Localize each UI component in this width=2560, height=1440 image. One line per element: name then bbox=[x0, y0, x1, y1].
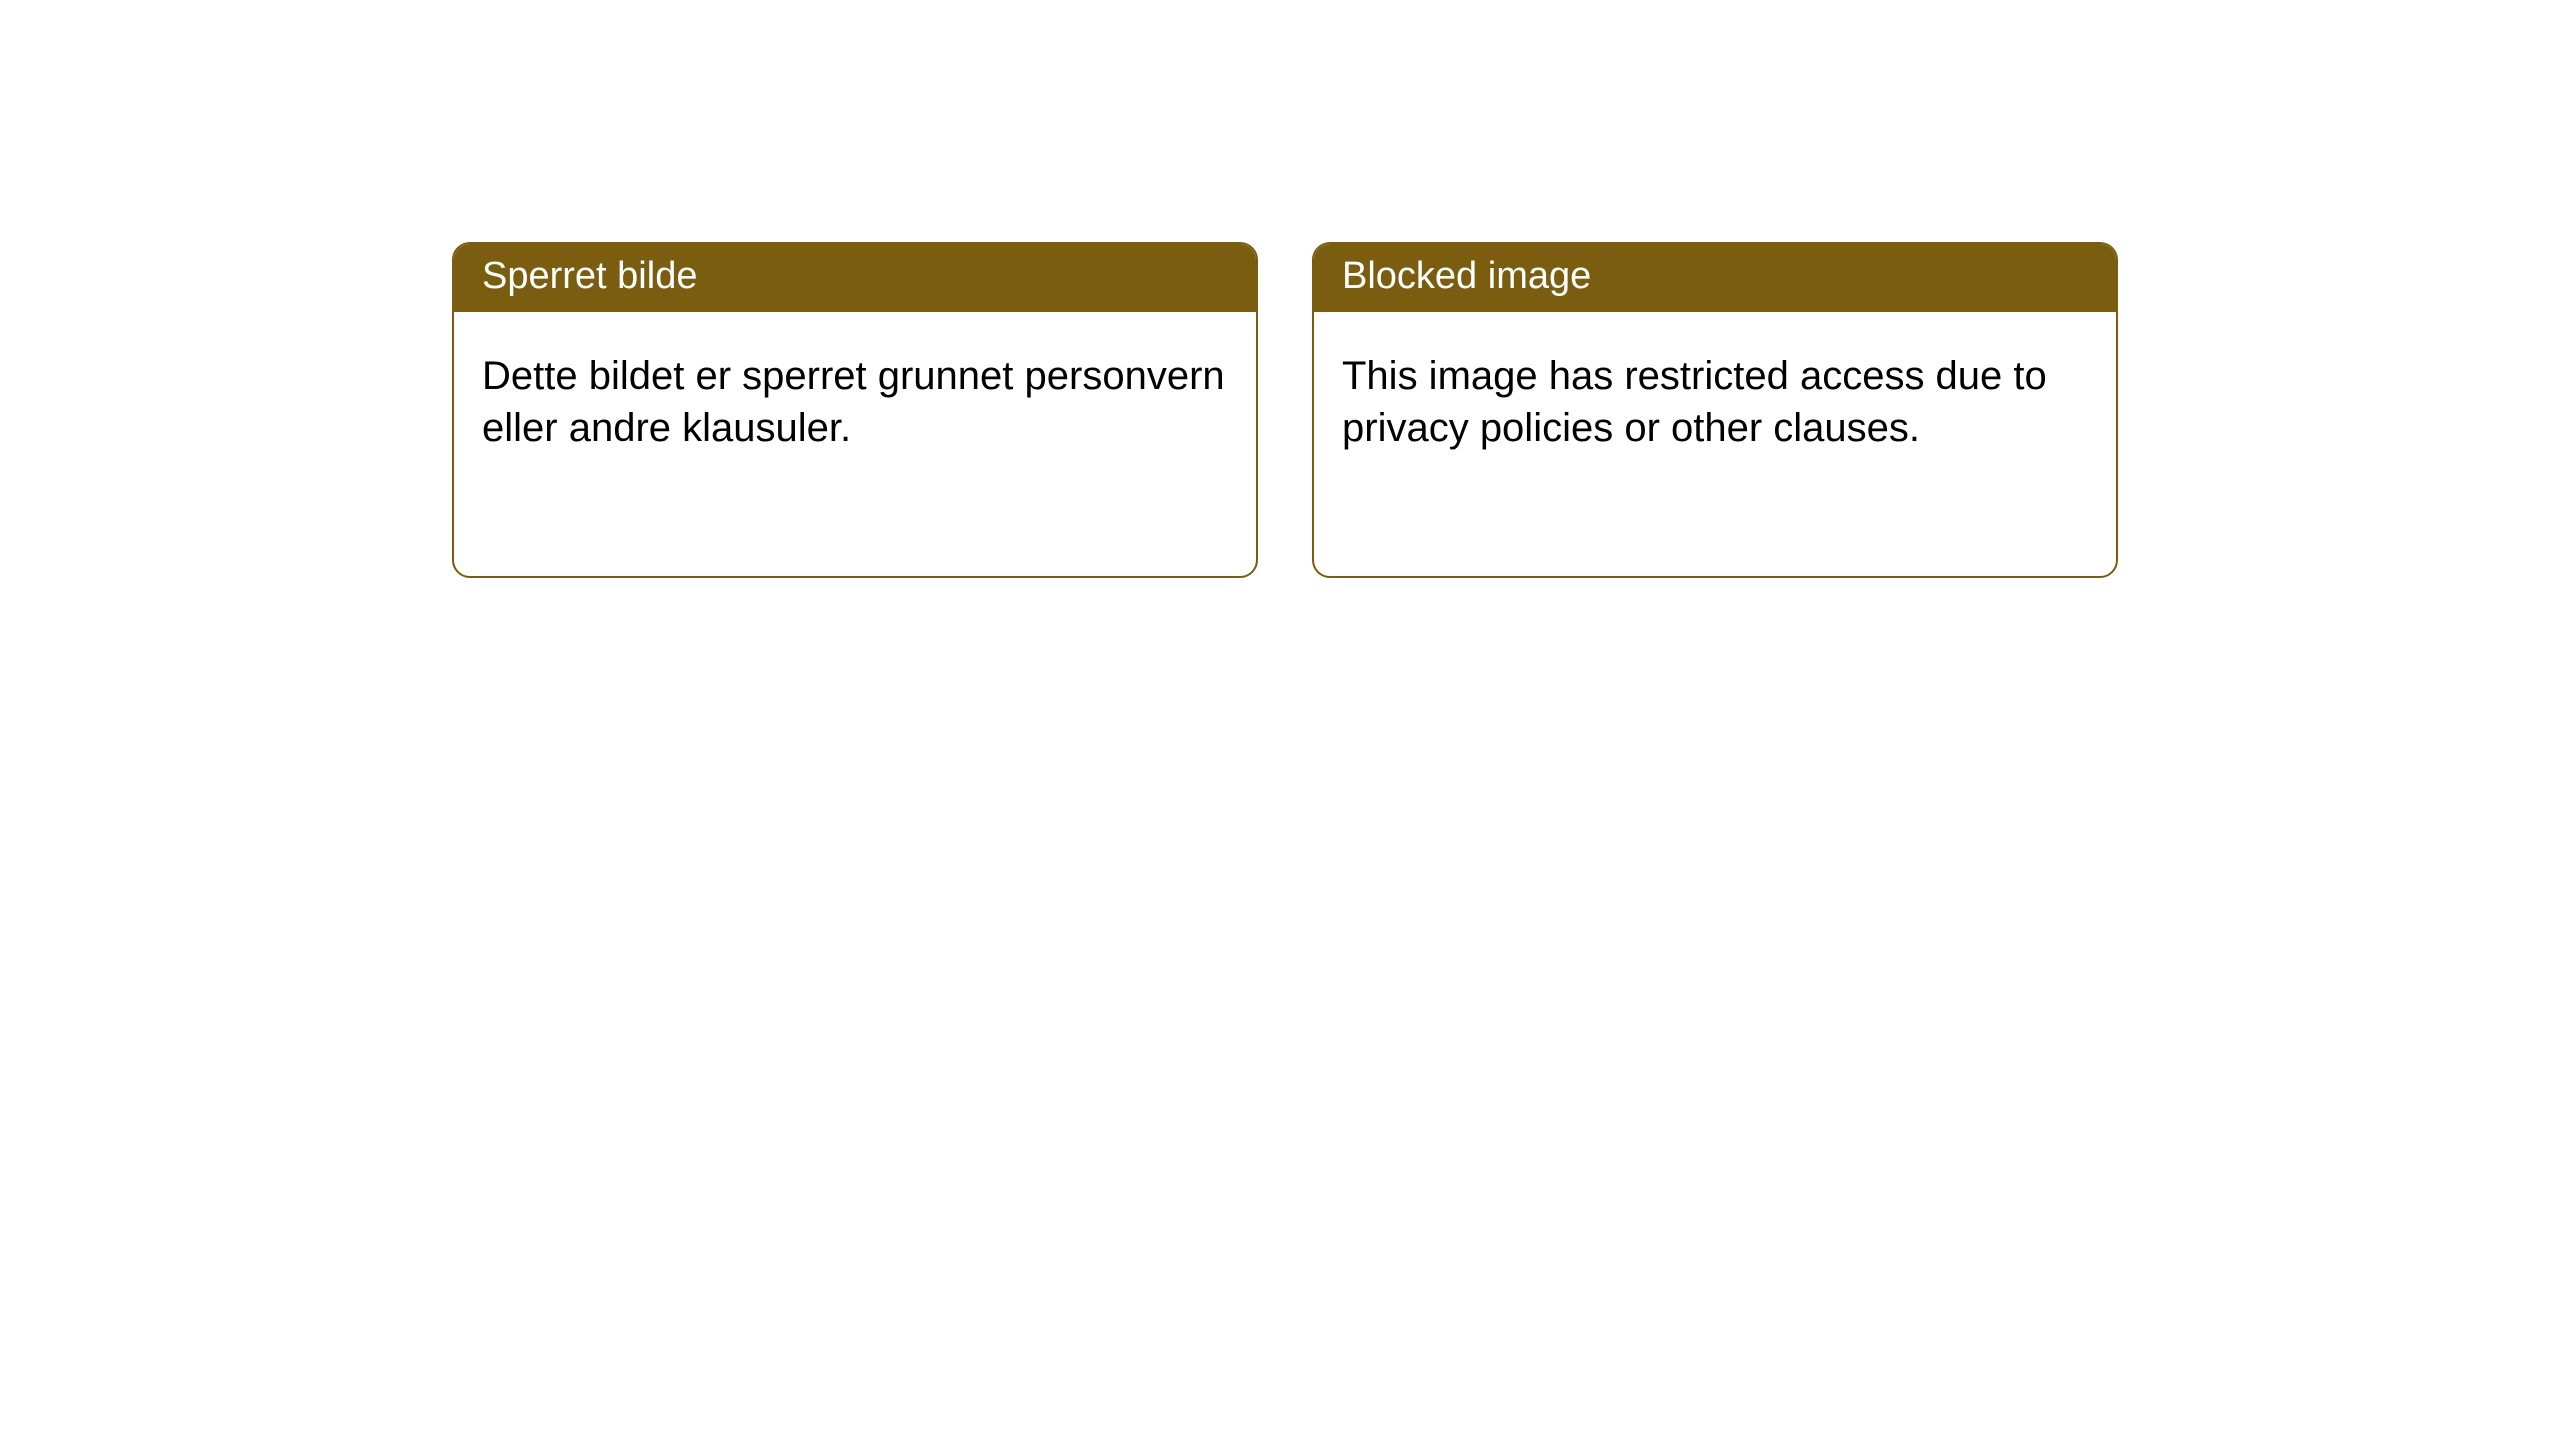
card-header-no: Sperret bilde bbox=[454, 244, 1256, 312]
blocked-image-card-en: Blocked image This image has restricted … bbox=[1312, 242, 2118, 578]
card-body-no: Dette bildet er sperret grunnet personve… bbox=[454, 312, 1256, 482]
card-body-en: This image has restricted access due to … bbox=[1314, 312, 2116, 482]
notice-container: Sperret bilde Dette bildet er sperret gr… bbox=[0, 0, 2560, 578]
blocked-image-card-no: Sperret bilde Dette bildet er sperret gr… bbox=[452, 242, 1258, 578]
card-header-en: Blocked image bbox=[1314, 244, 2116, 312]
